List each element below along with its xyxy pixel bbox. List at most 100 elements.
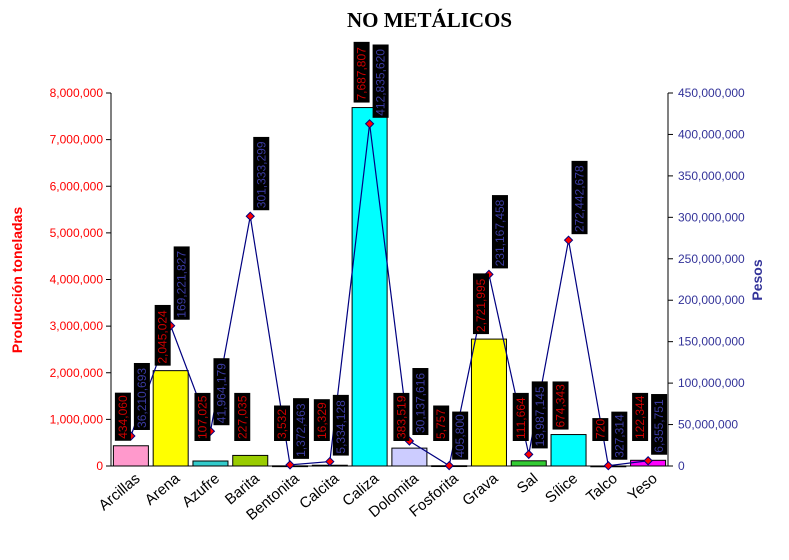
right-tick-label: 100,000,000 <box>678 376 745 390</box>
production-data-label: 227,035 <box>235 395 249 439</box>
production-data-label-group: 2,045,024 <box>154 304 171 366</box>
bar <box>470 338 507 467</box>
bar <box>391 447 428 467</box>
category-label: Azufre <box>179 470 223 511</box>
pesos-data-label: 231,167,458 <box>493 199 507 266</box>
pesos-data-label-box <box>611 411 628 460</box>
pesos-point <box>245 211 255 221</box>
pesos-data-label-box <box>531 381 548 449</box>
production-data-label: 3,532 <box>275 409 289 439</box>
production-data-label-box <box>433 405 450 441</box>
production-data-label-box <box>313 399 330 441</box>
bar <box>112 445 149 467</box>
pesos-data-label-group: 41,964,179 <box>213 358 230 426</box>
pesos-data-label-box <box>253 136 270 211</box>
bar <box>152 370 189 467</box>
pesos-data-label-box <box>571 160 588 235</box>
production-data-label-box <box>234 392 251 441</box>
left-tick-label: 3,000,000 <box>50 319 104 333</box>
production-data-label-box <box>194 392 211 441</box>
left-tick-label: 0 <box>96 459 103 473</box>
category-label: Talco <box>583 470 621 506</box>
production-data-label-box <box>632 392 649 441</box>
right-axis-title: Pesos <box>749 259 765 300</box>
pesos-data-label-group: 405,800 <box>452 411 469 460</box>
pesos-data-label: 5,334,128 <box>334 400 348 454</box>
production-data-label-group: 434,060 <box>114 392 131 441</box>
bar <box>351 107 388 467</box>
production-data-label: 16,329 <box>315 402 329 439</box>
pesos-point <box>563 235 574 245</box>
pesos-data-label-group: 1,372,463 <box>293 398 310 459</box>
category-label: Grava <box>459 470 502 510</box>
pesos-data-label-group: 30,137,616 <box>412 368 429 436</box>
right-tick-label: 150,000,000 <box>678 335 745 349</box>
production-data-label-group: 674,343 <box>552 381 569 430</box>
category-label: Sal <box>514 470 542 497</box>
left-tick-label: 2,000,000 <box>50 366 104 380</box>
production-data-label-group: 16,329 <box>313 399 330 441</box>
left-tick-label: 4,000,000 <box>50 273 104 287</box>
production-data-label: 2,721,995 <box>474 278 488 332</box>
pesos-data-label-box <box>293 398 310 459</box>
left-tick-label: 1,000,000 <box>50 412 104 426</box>
production-data-label-group: 107,025 <box>194 392 211 441</box>
production-data-label: 434,060 <box>116 395 130 439</box>
pesos-point <box>364 119 375 129</box>
pesos-data-label: 272,442,678 <box>573 165 587 232</box>
category-label: Arcillas <box>96 470 144 514</box>
pesos-data-label: 6,355,751 <box>652 399 666 453</box>
production-data-label: 2,045,024 <box>156 310 170 364</box>
pesos-data-label-group: 169,221,827 <box>173 246 190 320</box>
pesos-data-label-group: 13,987,145 <box>531 381 548 449</box>
production-data-label-group: 2,721,995 <box>472 273 489 335</box>
pesos-data-label: 1,372,463 <box>294 403 308 457</box>
pesos-point <box>444 460 454 471</box>
pesos-data-label: 405,800 <box>453 414 467 458</box>
bar <box>192 460 229 467</box>
left-tick-label: 5,000,000 <box>50 226 104 240</box>
right-tick-label: 0 <box>678 459 685 473</box>
pesos-point <box>603 461 614 471</box>
pesos-data-label-box <box>491 195 508 269</box>
pesos-data-label-box <box>133 362 150 430</box>
pesos-data-label-box <box>412 368 429 436</box>
production-data-label-group: 3,532 <box>274 405 291 441</box>
production-data-label: 111,664 <box>514 397 528 439</box>
pesos-data-label: 13,987,145 <box>533 386 547 446</box>
pesos-data-label-box <box>173 246 190 320</box>
category-label: Sílice <box>542 470 581 507</box>
production-data-label: 383,519 <box>394 395 408 439</box>
pesos-point <box>325 456 335 467</box>
pesos-data-label-group: 231,167,458 <box>491 195 508 269</box>
chart-title: NO METÁLICOS <box>346 8 513 32</box>
pesos-data-label-box <box>452 411 469 460</box>
pesos-data-label: 30,137,616 <box>413 373 427 433</box>
pesos-point <box>643 456 653 466</box>
right-tick-label: 250,000,000 <box>678 252 745 266</box>
pesos-data-label-group: 412,835,620 <box>372 44 389 118</box>
bar <box>232 454 269 467</box>
right-tick-label: 200,000,000 <box>678 293 745 307</box>
category-label: Yeso <box>625 470 661 504</box>
pesos-data-label-group: 6,355,751 <box>651 394 668 455</box>
pesos-data-label: 327,314 <box>612 414 626 458</box>
pesos-data-label-box <box>213 358 230 426</box>
pesos-data-label: 301,333,299 <box>254 141 268 208</box>
production-data-label-box <box>512 392 529 441</box>
pesos-data-label: 412,835,620 <box>374 49 388 116</box>
production-data-label: 720 <box>593 419 607 439</box>
pesos-data-label-box <box>651 394 668 455</box>
production-data-label-group: 383,519 <box>393 392 410 441</box>
production-data-label-box <box>552 381 569 430</box>
bar <box>550 434 587 467</box>
right-tick-label: 400,000,000 <box>678 127 745 141</box>
pesos-data-label: 36,210,693 <box>135 368 149 428</box>
left-tick-label: 7,000,000 <box>50 133 104 147</box>
production-data-label-group: 720 <box>592 418 609 441</box>
bar <box>510 460 547 467</box>
pesos-data-label-group: 36,210,693 <box>133 362 150 430</box>
production-data-label-group: 5,757 <box>433 405 450 441</box>
left-axis-title: Producción toneladas <box>9 207 25 353</box>
